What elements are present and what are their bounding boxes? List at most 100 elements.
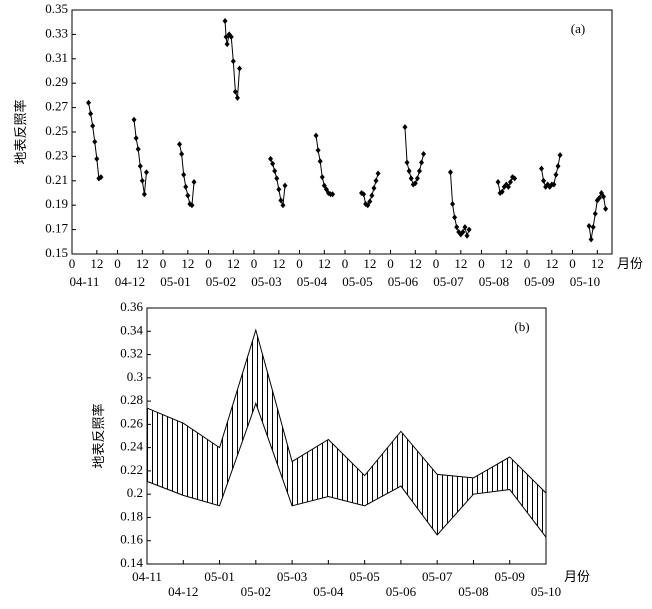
point [369,192,375,199]
x-tick-label: 12 [545,256,558,271]
x-tick-label: 05-04 [313,584,344,599]
plot-frame [71,9,613,255]
point [237,65,243,72]
x-tick-label: 12 [227,256,240,271]
month-label: 05-10 [570,274,600,289]
point [232,88,238,95]
x-tick-label: 12 [363,256,376,271]
point [541,177,547,184]
point [234,94,240,101]
point [135,146,141,153]
month-label: 05-04 [297,274,328,289]
point [88,110,94,117]
point [131,116,137,123]
point [454,224,460,231]
x-tick-label: 05-06 [386,584,417,599]
x-tick-label: 05-03 [277,569,307,584]
y-tick-label: 0.16 [120,532,143,547]
point [373,177,379,184]
point [177,141,183,148]
point [596,194,602,201]
x-tick-label: 0 [387,256,394,271]
month-label: 05-01 [160,274,190,289]
x-tick-label: 0 [478,256,485,271]
x-tick-label: 12 [500,256,513,271]
y-tick-label: 0.31 [45,50,68,65]
month-label: 05-06 [388,274,419,289]
y-tick-label: 0.33 [45,25,68,40]
point [223,33,229,40]
y-tick-label: 0.23 [45,147,68,162]
month-label: 04-11 [69,274,99,289]
point [592,210,598,217]
month-label: 05-08 [479,274,509,289]
x-tick-label: 0 [433,256,440,271]
point [317,158,323,165]
y-tick-label: 0.29 [45,74,68,89]
x-tick-label: 05-01 [204,569,234,584]
x-tick-label: 04-12 [168,584,198,599]
point [323,186,329,193]
x-tick-label: 12 [272,256,285,271]
point [408,175,414,182]
point [189,202,195,209]
point [371,185,377,192]
x-tick-label: 04-11 [132,569,162,584]
x-tick-label: 0 [524,256,531,271]
point [98,174,104,181]
y-axis-label: 地表反照率 [13,99,28,164]
point [555,163,561,170]
point [557,152,563,159]
point [185,192,191,199]
x-tick-label: 12 [136,256,149,271]
y-tick-label: 0.3 [127,369,143,384]
y-tick-label: 0.28 [120,392,143,407]
point [499,188,505,195]
point [495,179,501,186]
x-tick-label: 0 [296,256,303,271]
line [224,20,241,99]
point [191,179,197,186]
point [143,169,149,176]
y-tick-label: 0.15 [45,245,68,260]
point [464,232,470,239]
point [139,177,145,184]
y-tick-label: 0.36 [120,299,143,314]
y-tick-label: 0.22 [120,462,143,477]
point [321,182,327,189]
point [414,175,420,182]
max-line [146,328,547,494]
month-label: 05-09 [524,274,554,289]
y-tick-label: 0.32 [120,346,143,361]
panel-label: (a) [571,21,585,36]
point [280,202,286,209]
y-tick-label: 0.21 [45,172,68,187]
point [505,183,511,190]
point [601,193,607,200]
point [551,181,557,188]
point [590,224,596,231]
point [276,186,282,193]
month-label: 04-12 [115,274,145,289]
y-tick-label: 0.26 [120,415,143,430]
x-tick-label: 0 [342,256,349,271]
point [460,229,466,236]
month-label: 05-02 [206,274,236,289]
y-tick-label: 0.35 [45,1,68,16]
y-tick-label: 0.24 [120,439,143,454]
point [553,171,559,178]
point [452,214,458,221]
point [92,138,98,145]
x-tick-label: 05-10 [531,584,561,599]
x-tick-label: 0 [569,256,576,271]
hatch-area [147,330,546,538]
month-label: 05-07 [433,274,464,289]
point [319,174,325,181]
x-tick-label: 05-09 [495,569,525,584]
line [404,127,425,186]
x-tick-label: 05-05 [349,569,379,584]
point [538,165,544,172]
point [450,200,456,207]
point [447,169,453,176]
